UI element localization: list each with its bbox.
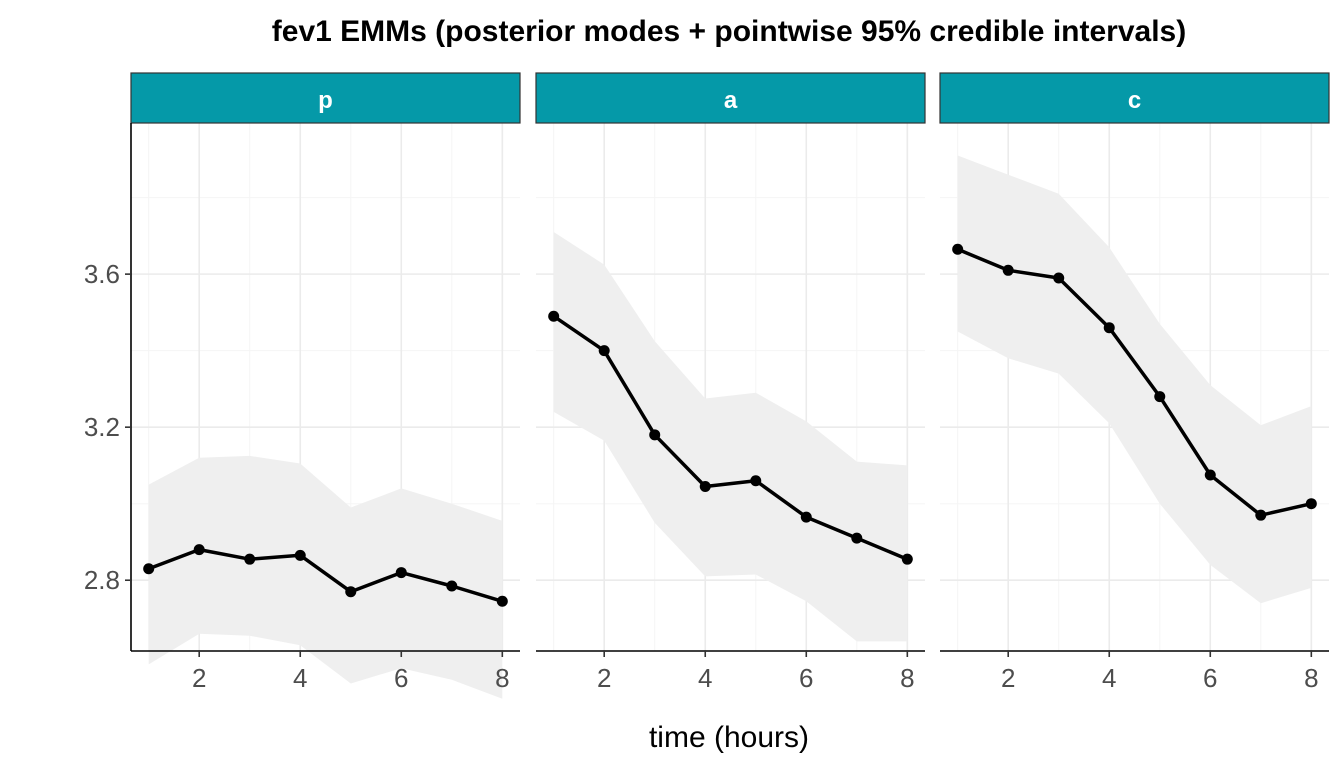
x-tick-label: 8 [900, 663, 914, 693]
x-tick-label: 8 [1304, 663, 1318, 693]
facet-panels: 2 4 6 8 p 2 4 6 8 a 2 4 6 8 c [130, 72, 1330, 699]
posterior-mode-point [294, 549, 306, 561]
facet-strip-p [130, 72, 521, 124]
x-tick-label: 6 [1203, 663, 1217, 693]
posterior-mode-point [548, 310, 560, 322]
posterior-mode-point [244, 553, 256, 565]
posterior-mode-point [1204, 469, 1216, 481]
x-tick-label: 2 [597, 663, 611, 693]
posterior-mode-point [1154, 391, 1166, 403]
x-tick-label: 8 [495, 663, 509, 693]
posterior-mode-point [699, 480, 711, 492]
credible-interval-ribbon [553, 232, 908, 642]
facet-strip-a [535, 72, 926, 124]
posterior-mode-point [1103, 322, 1115, 334]
credible-interval-ribbon [957, 155, 1312, 604]
posterior-mode-point [496, 595, 508, 607]
credible-interval-ribbon [148, 455, 503, 699]
x-tick-label: 4 [293, 663, 307, 693]
posterior-mode-point [952, 243, 964, 255]
facet-strip-label: c [1128, 87, 1141, 114]
y-axis: 2.8 3.2 3.6 [84, 123, 132, 651]
posterior-mode-point [901, 553, 913, 565]
posterior-mode-point [649, 429, 661, 441]
y-tick-label: 3.2 [84, 412, 120, 442]
posterior-mode-point [345, 586, 357, 598]
posterior-mode-point [851, 532, 863, 544]
posterior-mode-point [1053, 272, 1065, 284]
posterior-mode-point [193, 544, 205, 556]
y-tick-label: 3.6 [84, 259, 120, 289]
posterior-mode-line [148, 547, 503, 603]
x-axis-title: time (hours) [649, 721, 809, 754]
posterior-mode-line [552, 314, 908, 561]
posterior-mode-point [446, 580, 458, 592]
facet-panel-p: 2 4 6 8 p [130, 72, 521, 699]
x-tick-label: 6 [799, 663, 813, 693]
facet-panel-c: 2 4 6 8 c [939, 72, 1330, 693]
facet-panel-a: 2 4 6 8 a [535, 72, 926, 693]
facet-strip-label: a [724, 87, 738, 114]
chart-title: fev1 EMMs (posterior modes + pointwise 9… [272, 15, 1186, 48]
posterior-mode-point [800, 511, 812, 523]
x-tick-label: 6 [394, 663, 408, 693]
posterior-mode-point [1255, 509, 1267, 521]
x-tick-label: 2 [1001, 663, 1015, 693]
posterior-mode-point [395, 567, 407, 579]
posterior-mode-point [750, 475, 762, 487]
posterior-mode-point [598, 345, 610, 357]
posterior-mode-point [143, 563, 155, 575]
posterior-mode-line [957, 247, 1312, 517]
posterior-mode-point [1002, 264, 1014, 276]
posterior-mode-point [1305, 498, 1317, 510]
x-tick-label: 2 [192, 663, 206, 693]
y-tick-label: 2.8 [84, 565, 120, 595]
facet-strip-c [939, 72, 1330, 124]
x-tick-label: 4 [1102, 663, 1116, 693]
facet-strip-label: p [318, 87, 333, 114]
x-tick-label: 4 [698, 663, 712, 693]
